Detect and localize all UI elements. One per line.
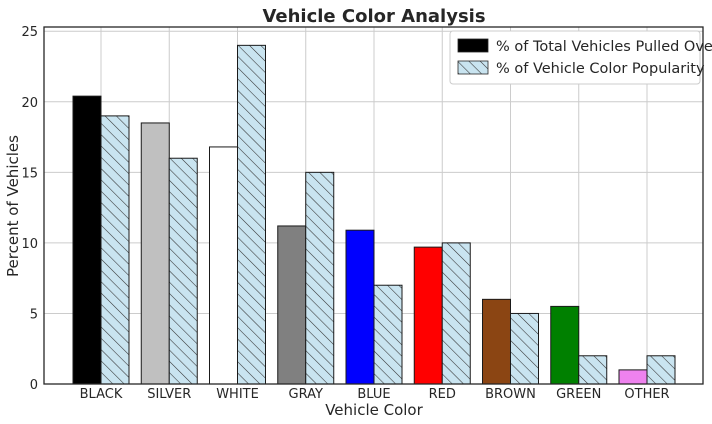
bar-popularity-white [237, 44, 266, 385]
y-tick-label: 25 [21, 25, 38, 40]
x-axis-title: Vehicle Color [325, 401, 423, 419]
bars-group [72, 44, 676, 385]
bar-pulled-over-silver [140, 122, 170, 385]
bar-popularity-silver [168, 157, 198, 385]
x-tick-label: GRAY [289, 387, 323, 402]
y-tick-label: 20 [21, 96, 38, 111]
x-tick-label: OTHER [624, 387, 669, 402]
legend-swatch-pulled-over [457, 38, 489, 53]
y-tick-label: 0 [30, 378, 38, 393]
bar-popularity-other [646, 355, 676, 385]
legend-frame [449, 30, 701, 85]
x-tick-label: BROWN [485, 387, 536, 402]
legend-swatch-popularity [457, 60, 489, 75]
bar-pulled-over-gray [277, 225, 307, 385]
y-tick-label: 10 [21, 237, 38, 252]
y-tick-label: 15 [21, 166, 38, 181]
x-tick-label: BLUE [357, 387, 390, 402]
bar-popularity-red [441, 242, 471, 385]
x-tick-label: GREEN [556, 387, 601, 402]
legend-label-popularity: % of Vehicle Color Popularity [496, 61, 705, 77]
x-tick-label: WHITE [216, 387, 259, 402]
legend-label-pulled-over: % of Total Vehicles Pulled Over [496, 39, 712, 55]
bar-pulled-over-black [72, 95, 102, 385]
x-tick-label: BLACK [80, 387, 123, 402]
x-tick-labels: BLACK SILVER WHITE GRAY BLUE RED BROWN GREEN OTH… [80, 387, 670, 402]
bar-popularity-black [100, 115, 130, 385]
y-tick-labels: 0 5 10 15 20 25 [21, 25, 38, 393]
y-tick-label: 5 [30, 307, 38, 322]
bar-popularity-brown [510, 312, 539, 385]
y-axis-title: Percent of Vehicles [4, 135, 22, 277]
plot-frame [43, 26, 704, 385]
bar-popularity-blue [373, 284, 403, 385]
bar-pulled-over-brown [482, 298, 511, 385]
x-tick-label: RED [429, 387, 456, 402]
bar-popularity-green [578, 355, 608, 385]
bar-pulled-over-white [209, 146, 238, 385]
legend: % of Total Vehicles Pulled Over % of Veh… [449, 30, 712, 85]
bar-pulled-over-red [413, 246, 443, 385]
bar-pulled-over-green [550, 305, 580, 385]
bar-popularity-gray [305, 171, 335, 385]
bar-pulled-over-blue [345, 229, 375, 385]
bar-pulled-over-other [618, 369, 648, 385]
x-tick-label: SILVER [147, 387, 191, 402]
chart-title: Vehicle Color Analysis [262, 6, 485, 27]
